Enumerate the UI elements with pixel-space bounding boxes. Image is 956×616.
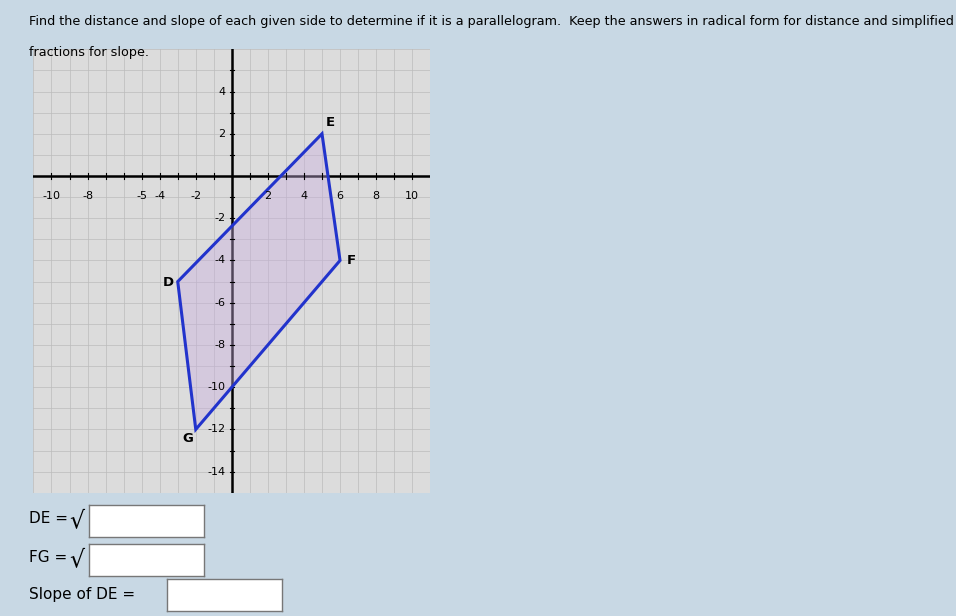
Text: -8: -8 bbox=[82, 191, 93, 201]
Text: -10: -10 bbox=[42, 191, 60, 201]
Text: fractions for slope.: fractions for slope. bbox=[29, 46, 149, 59]
Text: √: √ bbox=[69, 509, 84, 532]
Text: 6: 6 bbox=[337, 191, 343, 201]
Text: 2: 2 bbox=[265, 191, 272, 201]
Text: -4: -4 bbox=[214, 256, 226, 265]
Text: -8: -8 bbox=[214, 340, 226, 350]
Text: -10: -10 bbox=[207, 382, 226, 392]
Text: FG =: FG = bbox=[29, 550, 72, 565]
Text: E: E bbox=[326, 116, 335, 129]
Text: G: G bbox=[183, 432, 193, 445]
Text: -12: -12 bbox=[207, 424, 226, 434]
Text: -5: -5 bbox=[136, 191, 147, 201]
Text: √: √ bbox=[69, 548, 84, 571]
Text: D: D bbox=[163, 276, 174, 289]
Text: Find the distance and slope of each given side to determine if it is a parallelo: Find the distance and slope of each give… bbox=[29, 15, 953, 28]
Text: DE =: DE = bbox=[29, 511, 73, 526]
Polygon shape bbox=[178, 134, 340, 429]
Text: -4: -4 bbox=[154, 191, 165, 201]
Text: 8: 8 bbox=[373, 191, 380, 201]
Text: -2: -2 bbox=[214, 213, 226, 223]
Text: -14: -14 bbox=[207, 467, 226, 477]
Text: -2: -2 bbox=[190, 191, 202, 201]
Text: F: F bbox=[346, 254, 356, 267]
Text: -6: -6 bbox=[214, 298, 226, 308]
Text: 2: 2 bbox=[218, 129, 226, 139]
Text: 4: 4 bbox=[300, 191, 308, 201]
Text: 4: 4 bbox=[218, 86, 226, 97]
Text: Slope of DE =: Slope of DE = bbox=[29, 587, 140, 602]
Text: 10: 10 bbox=[405, 191, 419, 201]
